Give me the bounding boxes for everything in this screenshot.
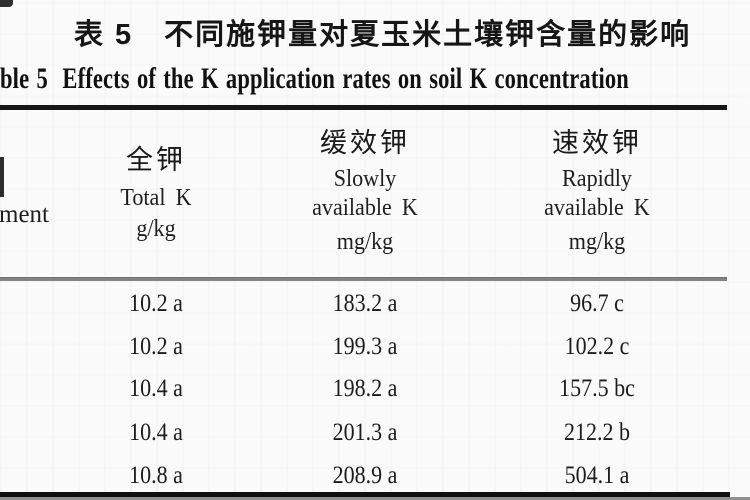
table-caption-chinese: 表 5 不同施钾量对夏玉米土壤钾含量的影响 bbox=[74, 19, 692, 51]
cell-total-k: 10.8 a bbox=[129, 462, 183, 489]
total-k-chinese-label: 全钾 bbox=[126, 145, 186, 175]
slowly-k-english-label-2: available K bbox=[312, 195, 418, 221]
rapidly-k-english-label-2: available K bbox=[544, 195, 650, 221]
table-bottom-rule-shadow bbox=[0, 497, 750, 500]
treatment-label-fragment: ment bbox=[0, 201, 49, 228]
table-caption-english: ble 5 Effects of the K application rates… bbox=[0, 62, 629, 95]
table-top-rule bbox=[0, 105, 727, 110]
total-k-unit-label: g/kg bbox=[136, 216, 176, 242]
cell-total-k: 10.4 a bbox=[129, 419, 183, 446]
cell-total-k: 10.4 a bbox=[129, 375, 183, 402]
cell-slowly-available-k: 199.3 a bbox=[332, 333, 398, 360]
cell-slowly-available-k: 198.2 a bbox=[332, 375, 398, 402]
rapidly-k-chinese-label: 速效钾 bbox=[552, 128, 642, 158]
table-bottom-rule bbox=[0, 492, 730, 497]
cell-rapidly-available-k: 157.5 bc bbox=[559, 375, 635, 402]
cell-rapidly-available-k: 212.2 b bbox=[564, 419, 630, 446]
rapidly-k-unit-label: mg/kg bbox=[568, 229, 626, 255]
cell-slowly-available-k: 183.2 a bbox=[332, 290, 398, 317]
slowly-k-chinese-label: 缓效钾 bbox=[320, 128, 410, 158]
cell-rapidly-available-k: 504.1 a bbox=[564, 462, 630, 489]
cell-rapidly-available-k: 102.2 c bbox=[564, 333, 630, 360]
cell-slowly-available-k: 208.9 a bbox=[332, 462, 398, 489]
rapidly-k-english-label-1: Rapidly bbox=[562, 166, 632, 192]
slowly-k-english-label-1: Slowly bbox=[333, 166, 397, 192]
total-k-english-label: Total K bbox=[120, 185, 192, 211]
cell-slowly-available-k: 201.3 a bbox=[332, 419, 398, 446]
clipped-edge-mark bbox=[0, 0, 13, 7]
clipped-cjk-stroke bbox=[0, 157, 4, 197]
cell-total-k: 10.2 a bbox=[129, 290, 183, 317]
cell-total-k: 10.2 a bbox=[129, 333, 183, 360]
slowly-k-unit-label: mg/kg bbox=[336, 229, 394, 255]
header-divider-rule bbox=[0, 277, 727, 281]
cell-rapidly-available-k: 96.7 c bbox=[570, 290, 624, 317]
